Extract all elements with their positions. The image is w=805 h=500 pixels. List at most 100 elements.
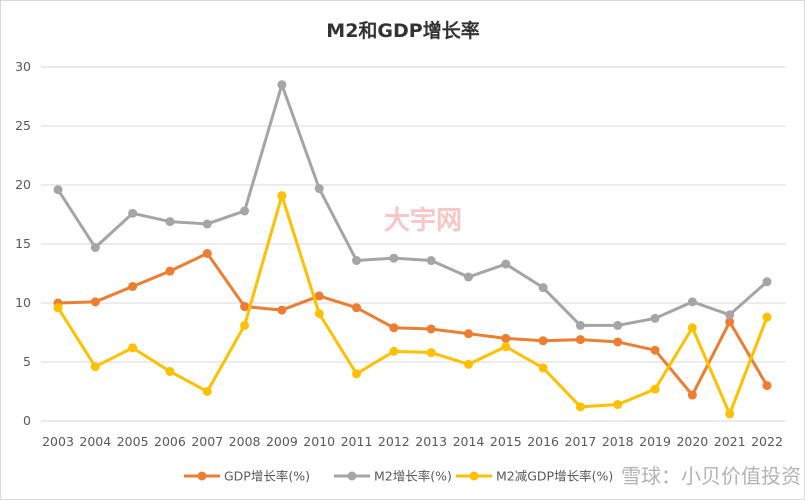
legend-marker (469, 471, 479, 481)
data-point (165, 266, 175, 276)
data-point (650, 313, 660, 323)
x-tick-label: 2016 (527, 434, 559, 449)
y-tick-label: 0 (23, 413, 31, 428)
data-point (762, 381, 772, 391)
data-point (613, 337, 623, 347)
data-point (725, 310, 735, 320)
data-point (501, 333, 511, 343)
data-point (277, 305, 287, 315)
data-point (538, 283, 548, 293)
data-point (538, 363, 548, 373)
data-point (538, 336, 548, 346)
x-tick-label: 2003 (42, 434, 74, 449)
x-tick-label: 2022 (751, 434, 783, 449)
data-point (352, 303, 362, 313)
data-point (128, 343, 138, 353)
x-tick-label: 2006 (154, 434, 186, 449)
x-tick-label: 2013 (415, 434, 447, 449)
series-1 (53, 80, 772, 330)
data-point (240, 320, 250, 330)
x-tick-label: 2011 (341, 434, 373, 449)
data-point (128, 208, 138, 218)
series-2 (53, 191, 772, 419)
y-tick-label: 5 (23, 354, 31, 369)
data-point (202, 387, 212, 396)
data-point (240, 206, 250, 216)
y-tick-label: 20 (15, 177, 31, 192)
data-point (53, 303, 63, 313)
legend-marker (347, 471, 357, 481)
data-point (463, 359, 473, 369)
data-point (650, 345, 660, 355)
data-point (314, 309, 324, 319)
data-point (575, 335, 585, 345)
x-tick-label: 2010 (303, 434, 335, 449)
y-tick-label: 15 (15, 236, 31, 251)
legend-label: M2减GDP增长率(%) (496, 469, 613, 484)
data-point (575, 320, 585, 330)
y-tick-label: 10 (15, 295, 31, 310)
data-point (501, 259, 511, 269)
data-point (463, 272, 473, 282)
data-point (613, 399, 623, 409)
data-point (650, 384, 660, 394)
x-tick-label: 2021 (714, 434, 746, 449)
data-point (165, 366, 175, 376)
x-tick-label: 2014 (453, 434, 485, 449)
data-point (352, 369, 362, 379)
data-point (762, 312, 772, 322)
data-point (687, 297, 697, 307)
data-point (762, 277, 772, 287)
x-tick-label: 2020 (676, 434, 708, 449)
data-point (687, 390, 697, 400)
data-point (165, 217, 175, 227)
x-tick-label: 2004 (79, 434, 111, 449)
data-point (389, 253, 399, 263)
data-point (426, 348, 436, 358)
x-tick-label: 2007 (191, 434, 223, 449)
data-point (426, 256, 436, 266)
watermark-center: 大宇网 (384, 206, 462, 236)
data-point (277, 191, 287, 201)
x-tick-label: 2019 (639, 434, 671, 449)
data-point (613, 320, 623, 330)
x-tick-label: 2017 (565, 434, 597, 449)
x-tick-label: 2015 (490, 434, 522, 449)
legend-label: GDP增长率(%) (224, 469, 310, 484)
data-point (240, 302, 250, 312)
data-point (687, 323, 697, 333)
data-point (202, 248, 212, 258)
series-line (56, 194, 769, 416)
series-line (57, 251, 769, 397)
y-tick-label: 25 (15, 118, 31, 133)
data-point (463, 329, 473, 339)
data-point (426, 324, 436, 334)
data-point (725, 409, 735, 419)
data-point (314, 291, 324, 301)
data-point (389, 323, 399, 333)
data-point (277, 80, 287, 90)
data-point (128, 281, 138, 291)
series-0 (53, 248, 772, 400)
data-point (314, 184, 324, 194)
watermark-bottom: 雪球：小贝价值投资 (621, 464, 801, 488)
chart-title: M2和GDP增长率 (326, 19, 479, 42)
legend-label: M2增长率(%) (374, 469, 452, 484)
data-point (202, 219, 212, 229)
data-point (352, 256, 362, 266)
data-point (389, 346, 399, 356)
y-tick-label: 30 (15, 59, 31, 74)
x-tick-label: 2009 (266, 434, 298, 449)
data-point (90, 243, 100, 253)
legend-marker (197, 471, 207, 481)
series-line (56, 83, 768, 327)
data-point (90, 362, 100, 372)
x-tick-label: 2018 (602, 434, 634, 449)
x-tick-label: 2008 (229, 434, 261, 449)
data-point (501, 342, 511, 352)
data-point (575, 402, 585, 412)
x-tick-label: 2005 (117, 434, 149, 449)
data-point (90, 297, 100, 307)
